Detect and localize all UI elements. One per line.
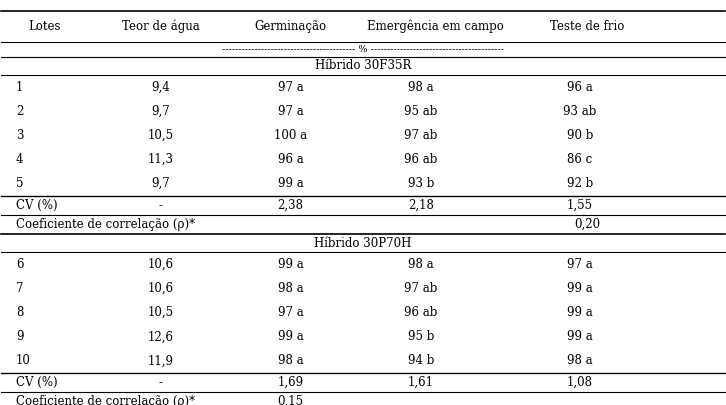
Text: -: -: [158, 199, 163, 212]
Text: 97 ab: 97 ab: [404, 129, 438, 142]
Text: 9: 9: [16, 330, 23, 343]
Text: 2,38: 2,38: [277, 199, 303, 212]
Text: 96 ab: 96 ab: [404, 306, 438, 319]
Text: 96 a: 96 a: [278, 153, 303, 166]
Text: 93 ab: 93 ab: [563, 105, 597, 118]
Text: 97 a: 97 a: [278, 81, 303, 94]
Text: 2: 2: [16, 105, 23, 118]
Text: 97 a: 97 a: [567, 258, 593, 271]
Text: 98 a: 98 a: [278, 354, 303, 367]
Text: 99 a: 99 a: [567, 282, 593, 295]
Text: 7: 7: [16, 282, 23, 295]
Text: -: -: [158, 376, 163, 389]
Text: Coeficiente de correlação (ρ)*: Coeficiente de correlação (ρ)*: [16, 395, 195, 405]
Text: Lotes: Lotes: [28, 20, 61, 33]
Text: 10: 10: [16, 354, 30, 367]
Text: Teor de água: Teor de água: [122, 20, 200, 33]
Text: 97 a: 97 a: [278, 306, 303, 319]
Text: 3: 3: [16, 129, 23, 142]
Text: 1,69: 1,69: [277, 376, 303, 389]
Text: 86 c: 86 c: [567, 153, 592, 166]
Text: 11,9: 11,9: [147, 354, 174, 367]
Text: 99 a: 99 a: [278, 258, 303, 271]
Text: ----------------------------------------- % ------------------------------------: ----------------------------------------…: [222, 45, 504, 53]
Text: 99 a: 99 a: [278, 177, 303, 190]
Text: 10,5: 10,5: [147, 129, 174, 142]
Text: 11,3: 11,3: [147, 153, 174, 166]
Text: 9,7: 9,7: [151, 105, 170, 118]
Text: Emergência em campo: Emergência em campo: [367, 20, 504, 33]
Text: 1,61: 1,61: [408, 376, 434, 389]
Text: 12,6: 12,6: [147, 330, 174, 343]
Text: 0,20: 0,20: [574, 218, 600, 231]
Text: 98 a: 98 a: [278, 282, 303, 295]
Text: 5: 5: [16, 177, 23, 190]
Text: 2,18: 2,18: [408, 199, 434, 212]
Text: 98 a: 98 a: [408, 258, 433, 271]
Text: 10,6: 10,6: [147, 258, 174, 271]
Text: CV (%): CV (%): [16, 376, 57, 389]
Text: 9,7: 9,7: [151, 177, 170, 190]
Text: 97 ab: 97 ab: [404, 282, 438, 295]
Text: 1,55: 1,55: [567, 199, 593, 212]
Text: 1,08: 1,08: [567, 376, 593, 389]
Text: Híbrido 30F35R: Híbrido 30F35R: [315, 60, 411, 72]
Text: 94 b: 94 b: [408, 354, 434, 367]
Text: 8: 8: [16, 306, 23, 319]
Text: 100 a: 100 a: [274, 129, 307, 142]
Text: 4: 4: [16, 153, 23, 166]
Text: 95 ab: 95 ab: [404, 105, 438, 118]
Text: 0,15: 0,15: [277, 395, 303, 405]
Text: 10,6: 10,6: [147, 282, 174, 295]
Text: 93 b: 93 b: [408, 177, 434, 190]
Text: 98 a: 98 a: [567, 354, 593, 367]
Text: 99 a: 99 a: [278, 330, 303, 343]
Text: 1: 1: [16, 81, 23, 94]
Text: CV (%): CV (%): [16, 199, 57, 212]
Text: 96 ab: 96 ab: [404, 153, 438, 166]
Text: Germinação: Germinação: [255, 20, 327, 33]
Text: 98 a: 98 a: [408, 81, 433, 94]
Text: 10,5: 10,5: [147, 306, 174, 319]
Text: Teste de frio: Teste de frio: [550, 20, 624, 33]
Text: 99 a: 99 a: [567, 306, 593, 319]
Text: 92 b: 92 b: [567, 177, 593, 190]
Text: 6: 6: [16, 258, 23, 271]
Text: Coeficiente de correlação (ρ)*: Coeficiente de correlação (ρ)*: [16, 218, 195, 231]
Text: 90 b: 90 b: [567, 129, 593, 142]
Text: Híbrido 30P70H: Híbrido 30P70H: [314, 237, 412, 249]
Text: 9,4: 9,4: [151, 81, 170, 94]
Text: 99 a: 99 a: [567, 330, 593, 343]
Text: 95 b: 95 b: [408, 330, 434, 343]
Text: 97 a: 97 a: [278, 105, 303, 118]
Text: 96 a: 96 a: [567, 81, 593, 94]
